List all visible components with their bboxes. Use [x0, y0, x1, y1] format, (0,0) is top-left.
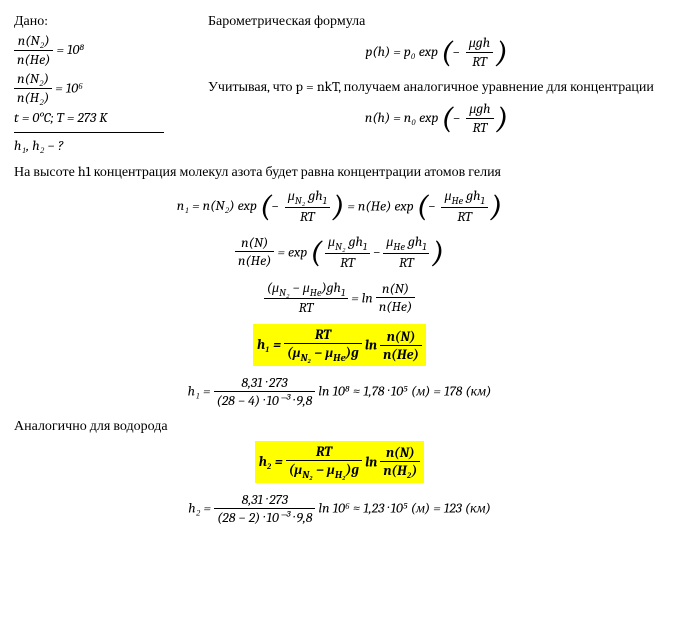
- eq-h2-numeric: h₂ = 8,31 · 273 (28 − 2) · 10⁻³ · 9,8 ln…: [14, 491, 665, 526]
- eq-n1: n₁ = n(N₂) exp (− μN₂ gh1 RT ) = n(He) e…: [14, 187, 665, 225]
- ratio-n2-he: n(N₂) n(He) = 10⁸: [14, 32, 184, 68]
- barometric-title: Барометрическая формула: [208, 12, 665, 30]
- concentration-equation: n(h) = n₀ exp (− μgh RT ): [208, 100, 665, 136]
- eq-h1-boxed: h₁ = RT (μN₂ − μHe)g ln n(N) n(He): [14, 324, 665, 366]
- eq-h2-boxed: h₂ = RT (μN₂ − μH₂)g ln n(N) n(H₂): [14, 441, 665, 483]
- pressure-equation: p(h) = p₀ exp (− μgh RT ): [208, 34, 665, 70]
- given-label: Дано:: [14, 12, 184, 30]
- eq-h1-numeric: h₁ = 8,31 · 273 (28 − 4) · 10⁻³ · 9,8 ln…: [14, 374, 665, 409]
- given-separator: [14, 132, 164, 133]
- note-nkT: Учитывая, что p = nkT, получаем аналогич…: [208, 78, 665, 96]
- solution-top: Барометрическая формула p(h) = p₀ exp (−…: [208, 10, 665, 157]
- eq-ratio-exp: n(N) n(He) = exp ( μN₂ gh1 RT − μHe gh1 …: [14, 233, 665, 271]
- ratio-n2-h2: n(N₂) n(H₂) = 10⁶: [14, 70, 184, 107]
- paragraph-h2: Аналогично для водорода: [14, 417, 665, 435]
- given-block: Дано: n(N₂) n(He) = 10⁸ n(N₂) n(H₂) = 10…: [14, 10, 184, 157]
- given-unknown: h₁, h₂ − ?: [14, 137, 184, 155]
- given-temp: t = 0°C; T = 273 K: [14, 109, 184, 126]
- paragraph-h1: На высоте h1 концентрация молекул азота …: [14, 163, 665, 181]
- eq-ln: (μN₂ − μHe)gh1 RT = ln n(N) n(He): [14, 279, 665, 317]
